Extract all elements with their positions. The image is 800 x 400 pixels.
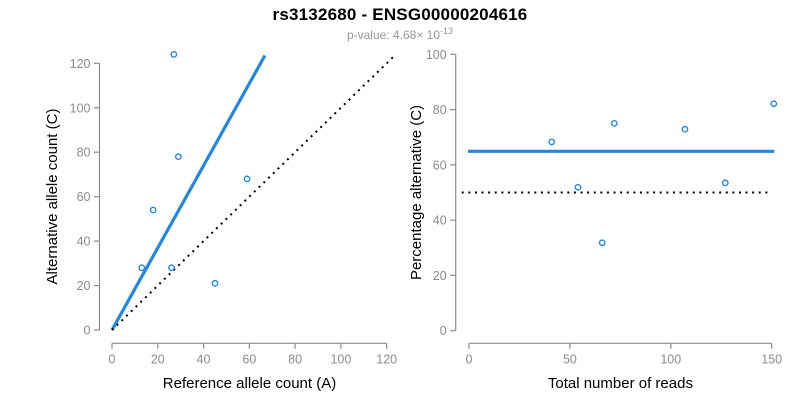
p-value-exponent: -13 bbox=[440, 26, 454, 36]
fitted-ratio-line bbox=[110, 54, 267, 331]
identity-line bbox=[111, 55, 395, 331]
x-tick-label: 50 bbox=[563, 352, 577, 366]
data-point bbox=[721, 179, 729, 187]
x-tick-label: 20 bbox=[151, 352, 165, 366]
x-tick-label: 40 bbox=[197, 352, 211, 366]
y-axis-title: Percentage alternative (C) bbox=[408, 105, 425, 280]
data-point bbox=[174, 153, 182, 161]
y-tick-label: 80 bbox=[433, 103, 447, 117]
figure-subtitle: p-value: 4.68× 10-13 bbox=[0, 26, 800, 42]
data-point bbox=[211, 279, 219, 287]
data-point bbox=[138, 264, 146, 272]
data-point bbox=[149, 206, 157, 214]
y-axis-title: Alternative allele count (C) bbox=[44, 109, 61, 285]
y-tick-label: 60 bbox=[433, 158, 447, 172]
data-point bbox=[548, 138, 556, 146]
x-tick-label: 100 bbox=[330, 352, 351, 366]
x-tick-label: 150 bbox=[761, 352, 782, 366]
right-percentage-plot: 0 20 40 60 80 100 0 50 100 150 Total number of rea… bbox=[408, 48, 782, 392]
data-point bbox=[170, 51, 178, 58]
x-tick-label: 0 bbox=[466, 352, 473, 366]
data-point bbox=[243, 175, 251, 183]
y-tick-label: 0 bbox=[440, 324, 447, 338]
x-tick-label: 0 bbox=[109, 352, 116, 366]
y-tick-label: 60 bbox=[77, 190, 91, 204]
x-tick-label: 60 bbox=[242, 352, 256, 366]
y-tick-label: 100 bbox=[70, 101, 91, 115]
x-axis-title: Reference allele count (A) bbox=[163, 375, 336, 392]
y-tick-label: 20 bbox=[433, 269, 447, 283]
data-point bbox=[574, 183, 582, 191]
p-value-text: p-value: 4.68× 10 bbox=[346, 28, 441, 42]
figure-title: rs3132680 - ENSG00000204616 bbox=[272, 5, 528, 24]
y-tick-label: 100 bbox=[426, 48, 447, 62]
left-allele-count-plot: 0 20 40 60 80 100 120 0 20 40 60 80 100 120 Reference … bbox=[44, 51, 397, 392]
x-tick-label: 120 bbox=[376, 352, 397, 366]
x-axis-title: Total number of reads bbox=[548, 375, 693, 392]
x-tick-label: 80 bbox=[288, 352, 302, 366]
data-point bbox=[770, 100, 778, 108]
data-point bbox=[168, 264, 175, 272]
y-tick-label: 40 bbox=[433, 214, 447, 228]
y-tick-label: 0 bbox=[84, 324, 91, 338]
x-tick-label: 100 bbox=[660, 352, 681, 366]
data-point bbox=[598, 239, 606, 247]
y-tick-label: 40 bbox=[77, 235, 91, 249]
data-point bbox=[610, 120, 618, 127]
y-tick-label: 20 bbox=[77, 279, 91, 293]
y-tick-label: 80 bbox=[77, 146, 91, 160]
y-tick-label: 120 bbox=[70, 57, 91, 71]
data-point bbox=[681, 125, 689, 133]
